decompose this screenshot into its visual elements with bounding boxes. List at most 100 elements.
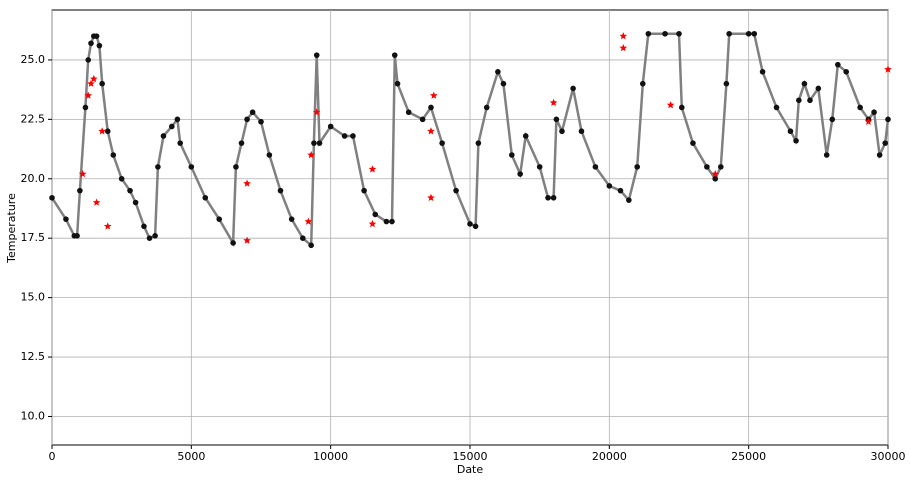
data-point: [796, 97, 802, 104]
anomaly-star: [307, 151, 315, 159]
data-point: [110, 152, 117, 158]
data-point: [394, 80, 401, 87]
anomaly-star: [549, 98, 558, 106]
data-point: [308, 242, 314, 249]
data-point: [718, 164, 724, 170]
data-point: [383, 218, 390, 225]
data-point: [341, 133, 348, 139]
data-point: [815, 85, 822, 92]
data-point: [634, 164, 640, 170]
anomaly-star: [430, 91, 438, 99]
data-point: [617, 187, 624, 194]
data-point: [578, 128, 585, 135]
data-point: [233, 164, 239, 170]
anomaly-star: [368, 165, 377, 173]
anomaly-star: [619, 32, 628, 40]
anomaly-star: [666, 101, 675, 109]
data-point: [843, 69, 849, 75]
x-axis-label: Date: [457, 463, 484, 476]
data-point: [277, 187, 284, 194]
data-point: [428, 104, 434, 111]
anomaly-star: [243, 236, 251, 244]
data-point: [829, 116, 836, 123]
data-point: [118, 175, 125, 182]
data-point: [453, 187, 459, 194]
data-point: [639, 80, 646, 87]
data-point: [266, 152, 273, 158]
data-point: [793, 137, 799, 144]
data-point: [726, 30, 732, 37]
anomaly-star: [427, 193, 435, 201]
data-point: [871, 109, 877, 116]
data-point: [545, 194, 551, 201]
data-point: [712, 175, 719, 182]
data-point: [49, 194, 55, 201]
y-tick-label: 22.5: [21, 112, 46, 125]
data-point: [177, 140, 183, 146]
data-point: [63, 216, 69, 222]
data-point: [606, 183, 613, 189]
y-tick-label: 10.0: [21, 409, 46, 422]
data-point: [132, 199, 139, 206]
data-point: [419, 116, 426, 123]
anomaly-star: [619, 44, 628, 52]
data-point: [550, 194, 557, 201]
anomaly-star: [243, 179, 251, 187]
data-point: [96, 42, 103, 49]
data-point: [350, 133, 356, 139]
data-point: [690, 140, 696, 146]
data-point: [361, 187, 367, 194]
data-point: [230, 240, 236, 246]
anomaly-star: [427, 127, 435, 135]
data-point: [99, 80, 105, 87]
anomaly-star: [312, 108, 321, 116]
data-point: [155, 164, 161, 170]
anomaly-star: [92, 198, 101, 206]
x-tick-label: 0: [49, 450, 56, 463]
data-point: [244, 116, 250, 123]
grid: [51, 10, 889, 445]
data-point: [801, 80, 808, 87]
anomaly-star: [864, 117, 873, 125]
data-point: [300, 235, 306, 241]
data-point: [751, 30, 758, 37]
data-point: [104, 128, 111, 135]
y-tick-label: 17.5: [21, 231, 46, 244]
data-point: [704, 164, 710, 170]
anomaly-star: [368, 219, 377, 228]
x-tick-label: 15000: [453, 450, 488, 463]
data-point: [559, 128, 565, 135]
data-point: [152, 233, 158, 239]
data-point: [835, 61, 841, 68]
data-point: [146, 235, 153, 241]
data-point: [249, 109, 256, 116]
data-point: [169, 123, 175, 130]
x-tick-label: 30000: [871, 450, 906, 463]
anomaly-star: [711, 170, 719, 178]
anomaly-star: [103, 222, 112, 230]
data-point: [311, 140, 317, 146]
data-point: [885, 116, 891, 123]
anomaly-star: [84, 91, 92, 99]
x-tick-label: 10000: [313, 450, 348, 463]
y-tick-label: 12.5: [21, 350, 46, 363]
data-point: [759, 69, 766, 75]
data-point: [288, 216, 295, 222]
anomaly-star: [98, 127, 106, 135]
data-point: [745, 30, 752, 37]
data-point: [517, 171, 523, 177]
data-point: [467, 221, 473, 227]
data-point: [439, 140, 445, 146]
data-point: [174, 116, 181, 123]
x-tick-label: 25000: [731, 450, 766, 463]
data-point: [773, 104, 780, 111]
data-point: [74, 233, 80, 239]
data-point: [645, 30, 652, 37]
data-point: [316, 140, 323, 146]
data-point: [723, 80, 730, 87]
data-point: [522, 133, 529, 139]
data-point: [216, 216, 222, 222]
anomaly-star: [87, 79, 95, 87]
data-point: [85, 57, 92, 63]
